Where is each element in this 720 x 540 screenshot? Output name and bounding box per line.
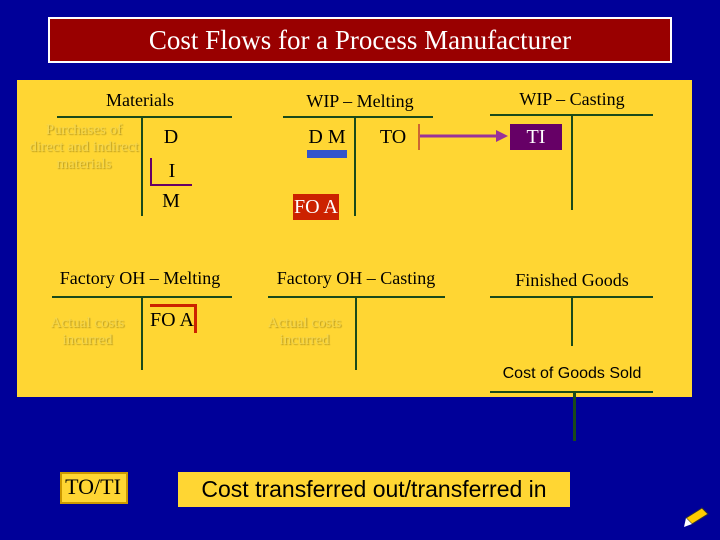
debit-entry: FO A — [294, 196, 338, 218]
account-title: Factory OH – Casting — [276, 268, 436, 288]
account-title: Factory OH – Melting — [59, 268, 221, 288]
title-box: Cost Flows for a Process Manufacturer — [48, 17, 672, 63]
t-line — [354, 116, 356, 216]
t-line — [490, 391, 653, 393]
legend-box — [60, 472, 128, 504]
t-line — [283, 116, 433, 118]
entry-highlight — [293, 194, 339, 220]
t-line — [571, 114, 573, 210]
t-line — [57, 116, 232, 118]
credit-entry: M — [162, 190, 180, 212]
credit-entry: TO — [368, 124, 420, 150]
debit-entry: TI — [510, 124, 562, 150]
debit-entry: D M — [307, 124, 347, 158]
t-line — [141, 296, 143, 370]
credit-entry: FO A — [150, 304, 197, 333]
account-title: Materials — [106, 90, 174, 110]
credit-entry: D — [163, 126, 179, 148]
t-line — [573, 391, 576, 441]
legend-abbreviation: TO/TI — [65, 474, 121, 499]
t-line — [141, 116, 143, 216]
credit-entry: I — [150, 158, 192, 186]
pencil-icon — [684, 507, 709, 527]
debit-text: Actual costs incurred — [267, 315, 342, 348]
debit-text: Purchases of direct and indirect materia… — [29, 122, 139, 172]
account-title: WIP – Casting — [519, 89, 625, 109]
arrow — [418, 130, 508, 142]
debit-text: Actual costs incurred — [50, 315, 125, 348]
account-title: Finished Goods — [515, 270, 629, 290]
legend-meaning: Cost transferred out/transferred in — [178, 472, 570, 507]
account-title: Cost of Goods Sold — [502, 365, 642, 382]
account-title: WIP – Melting — [306, 91, 414, 111]
t-line — [571, 296, 573, 346]
t-line — [355, 296, 357, 370]
